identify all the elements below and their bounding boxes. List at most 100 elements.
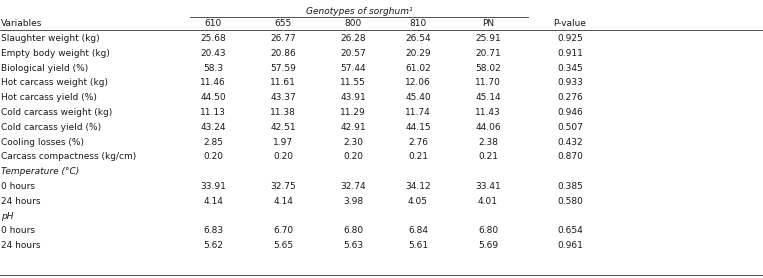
Text: 58.3: 58.3 — [203, 64, 223, 73]
Text: 0.870: 0.870 — [557, 152, 583, 162]
Text: 44.06: 44.06 — [475, 123, 501, 132]
Text: 0.507: 0.507 — [557, 123, 583, 132]
Text: Carcass compactness (kg/cm): Carcass compactness (kg/cm) — [1, 152, 137, 162]
Text: 0.925: 0.925 — [557, 34, 583, 43]
Text: 2.76: 2.76 — [408, 138, 428, 147]
Text: 57.44: 57.44 — [340, 64, 365, 73]
Text: 11.61: 11.61 — [270, 78, 296, 87]
Text: 0 hours: 0 hours — [1, 226, 35, 235]
Text: Slaughter weight (kg): Slaughter weight (kg) — [1, 34, 100, 43]
Text: 6.80: 6.80 — [343, 226, 363, 235]
Text: 0.933: 0.933 — [557, 78, 583, 87]
Text: 11.13: 11.13 — [200, 108, 226, 117]
Text: PN: PN — [482, 19, 494, 28]
Text: 20.29: 20.29 — [405, 49, 431, 58]
Text: 4.14: 4.14 — [273, 197, 293, 206]
Text: 0.961: 0.961 — [557, 241, 583, 250]
Text: 25.68: 25.68 — [200, 34, 226, 43]
Text: 45.40: 45.40 — [405, 93, 431, 102]
Text: 0.654: 0.654 — [557, 226, 583, 235]
Text: 45.14: 45.14 — [475, 93, 501, 102]
Text: 0 hours: 0 hours — [1, 182, 35, 191]
Text: Temperature (°C): Temperature (°C) — [1, 167, 79, 176]
Text: 5.69: 5.69 — [478, 241, 498, 250]
Text: Biological yield (%): Biological yield (%) — [1, 64, 89, 73]
Text: 11.74: 11.74 — [405, 108, 431, 117]
Text: 43.37: 43.37 — [270, 93, 296, 102]
Text: Cold carcass weight (kg): Cold carcass weight (kg) — [1, 108, 112, 117]
Text: 11.38: 11.38 — [270, 108, 296, 117]
Text: 33.41: 33.41 — [475, 182, 501, 191]
Text: 11.43: 11.43 — [475, 108, 501, 117]
Text: P-value: P-value — [553, 19, 587, 28]
Text: 44.50: 44.50 — [200, 93, 226, 102]
Text: 6.70: 6.70 — [273, 226, 293, 235]
Text: 610: 610 — [204, 19, 221, 28]
Text: 20.43: 20.43 — [200, 49, 226, 58]
Text: 6.80: 6.80 — [478, 226, 498, 235]
Text: 4.01: 4.01 — [478, 197, 498, 206]
Text: Hot carcass yield (%): Hot carcass yield (%) — [1, 93, 97, 102]
Text: 43.91: 43.91 — [340, 93, 366, 102]
Text: 34.12: 34.12 — [405, 182, 431, 191]
Text: 42.51: 42.51 — [270, 123, 296, 132]
Text: Hot carcass weight (kg): Hot carcass weight (kg) — [1, 78, 108, 87]
Text: 57.59: 57.59 — [270, 64, 296, 73]
Text: 0.20: 0.20 — [273, 152, 293, 162]
Text: 11.46: 11.46 — [200, 78, 226, 87]
Text: 58.02: 58.02 — [475, 64, 501, 73]
Text: 4.14: 4.14 — [203, 197, 223, 206]
Text: 32.75: 32.75 — [270, 182, 296, 191]
Text: 2.30: 2.30 — [343, 138, 363, 147]
Text: 3.98: 3.98 — [343, 197, 363, 206]
Text: 0.385: 0.385 — [557, 182, 583, 191]
Text: 11.70: 11.70 — [475, 78, 501, 87]
Text: 11.29: 11.29 — [340, 108, 366, 117]
Text: 1.97: 1.97 — [273, 138, 293, 147]
Text: 0.432: 0.432 — [557, 138, 583, 147]
Text: pH: pH — [1, 212, 14, 221]
Text: 0.276: 0.276 — [557, 93, 583, 102]
Text: 20.57: 20.57 — [340, 49, 366, 58]
Text: 0.580: 0.580 — [557, 197, 583, 206]
Text: 0.946: 0.946 — [557, 108, 583, 117]
Text: 4.05: 4.05 — [408, 197, 428, 206]
Text: 11.55: 11.55 — [340, 78, 366, 87]
Text: 2.85: 2.85 — [203, 138, 223, 147]
Text: 810: 810 — [410, 19, 427, 28]
Text: 33.91: 33.91 — [200, 182, 226, 191]
Text: 6.83: 6.83 — [203, 226, 223, 235]
Text: Genotypes of sorghum¹: Genotypes of sorghum¹ — [306, 7, 412, 16]
Text: 0.21: 0.21 — [478, 152, 498, 162]
Text: 24 hours: 24 hours — [1, 197, 40, 206]
Text: 5.61: 5.61 — [408, 241, 428, 250]
Text: 0.20: 0.20 — [203, 152, 223, 162]
Text: 20.86: 20.86 — [270, 49, 296, 58]
Text: 26.77: 26.77 — [270, 34, 296, 43]
Text: 61.02: 61.02 — [405, 64, 431, 73]
Text: 44.15: 44.15 — [405, 123, 431, 132]
Text: 42.91: 42.91 — [340, 123, 365, 132]
Text: 26.28: 26.28 — [340, 34, 365, 43]
Text: Cooling losses (%): Cooling losses (%) — [1, 138, 84, 147]
Text: 5.62: 5.62 — [203, 241, 223, 250]
Text: 24 hours: 24 hours — [1, 241, 40, 250]
Text: 5.65: 5.65 — [273, 241, 293, 250]
Text: Cold carcass yield (%): Cold carcass yield (%) — [1, 123, 101, 132]
Text: 32.74: 32.74 — [340, 182, 365, 191]
Text: Variables: Variables — [1, 19, 43, 28]
Text: 655: 655 — [275, 19, 291, 28]
Text: Empty body weight (kg): Empty body weight (kg) — [1, 49, 110, 58]
Text: 800: 800 — [344, 19, 362, 28]
Text: 2.38: 2.38 — [478, 138, 498, 147]
Text: 0.21: 0.21 — [408, 152, 428, 162]
Text: 12.06: 12.06 — [405, 78, 431, 87]
Text: 25.91: 25.91 — [475, 34, 501, 43]
Text: 0.911: 0.911 — [557, 49, 583, 58]
Text: 6.84: 6.84 — [408, 226, 428, 235]
Text: 5.63: 5.63 — [343, 241, 363, 250]
Text: 26.54: 26.54 — [405, 34, 431, 43]
Text: 0.20: 0.20 — [343, 152, 363, 162]
Text: 43.24: 43.24 — [200, 123, 226, 132]
Text: 20.71: 20.71 — [475, 49, 501, 58]
